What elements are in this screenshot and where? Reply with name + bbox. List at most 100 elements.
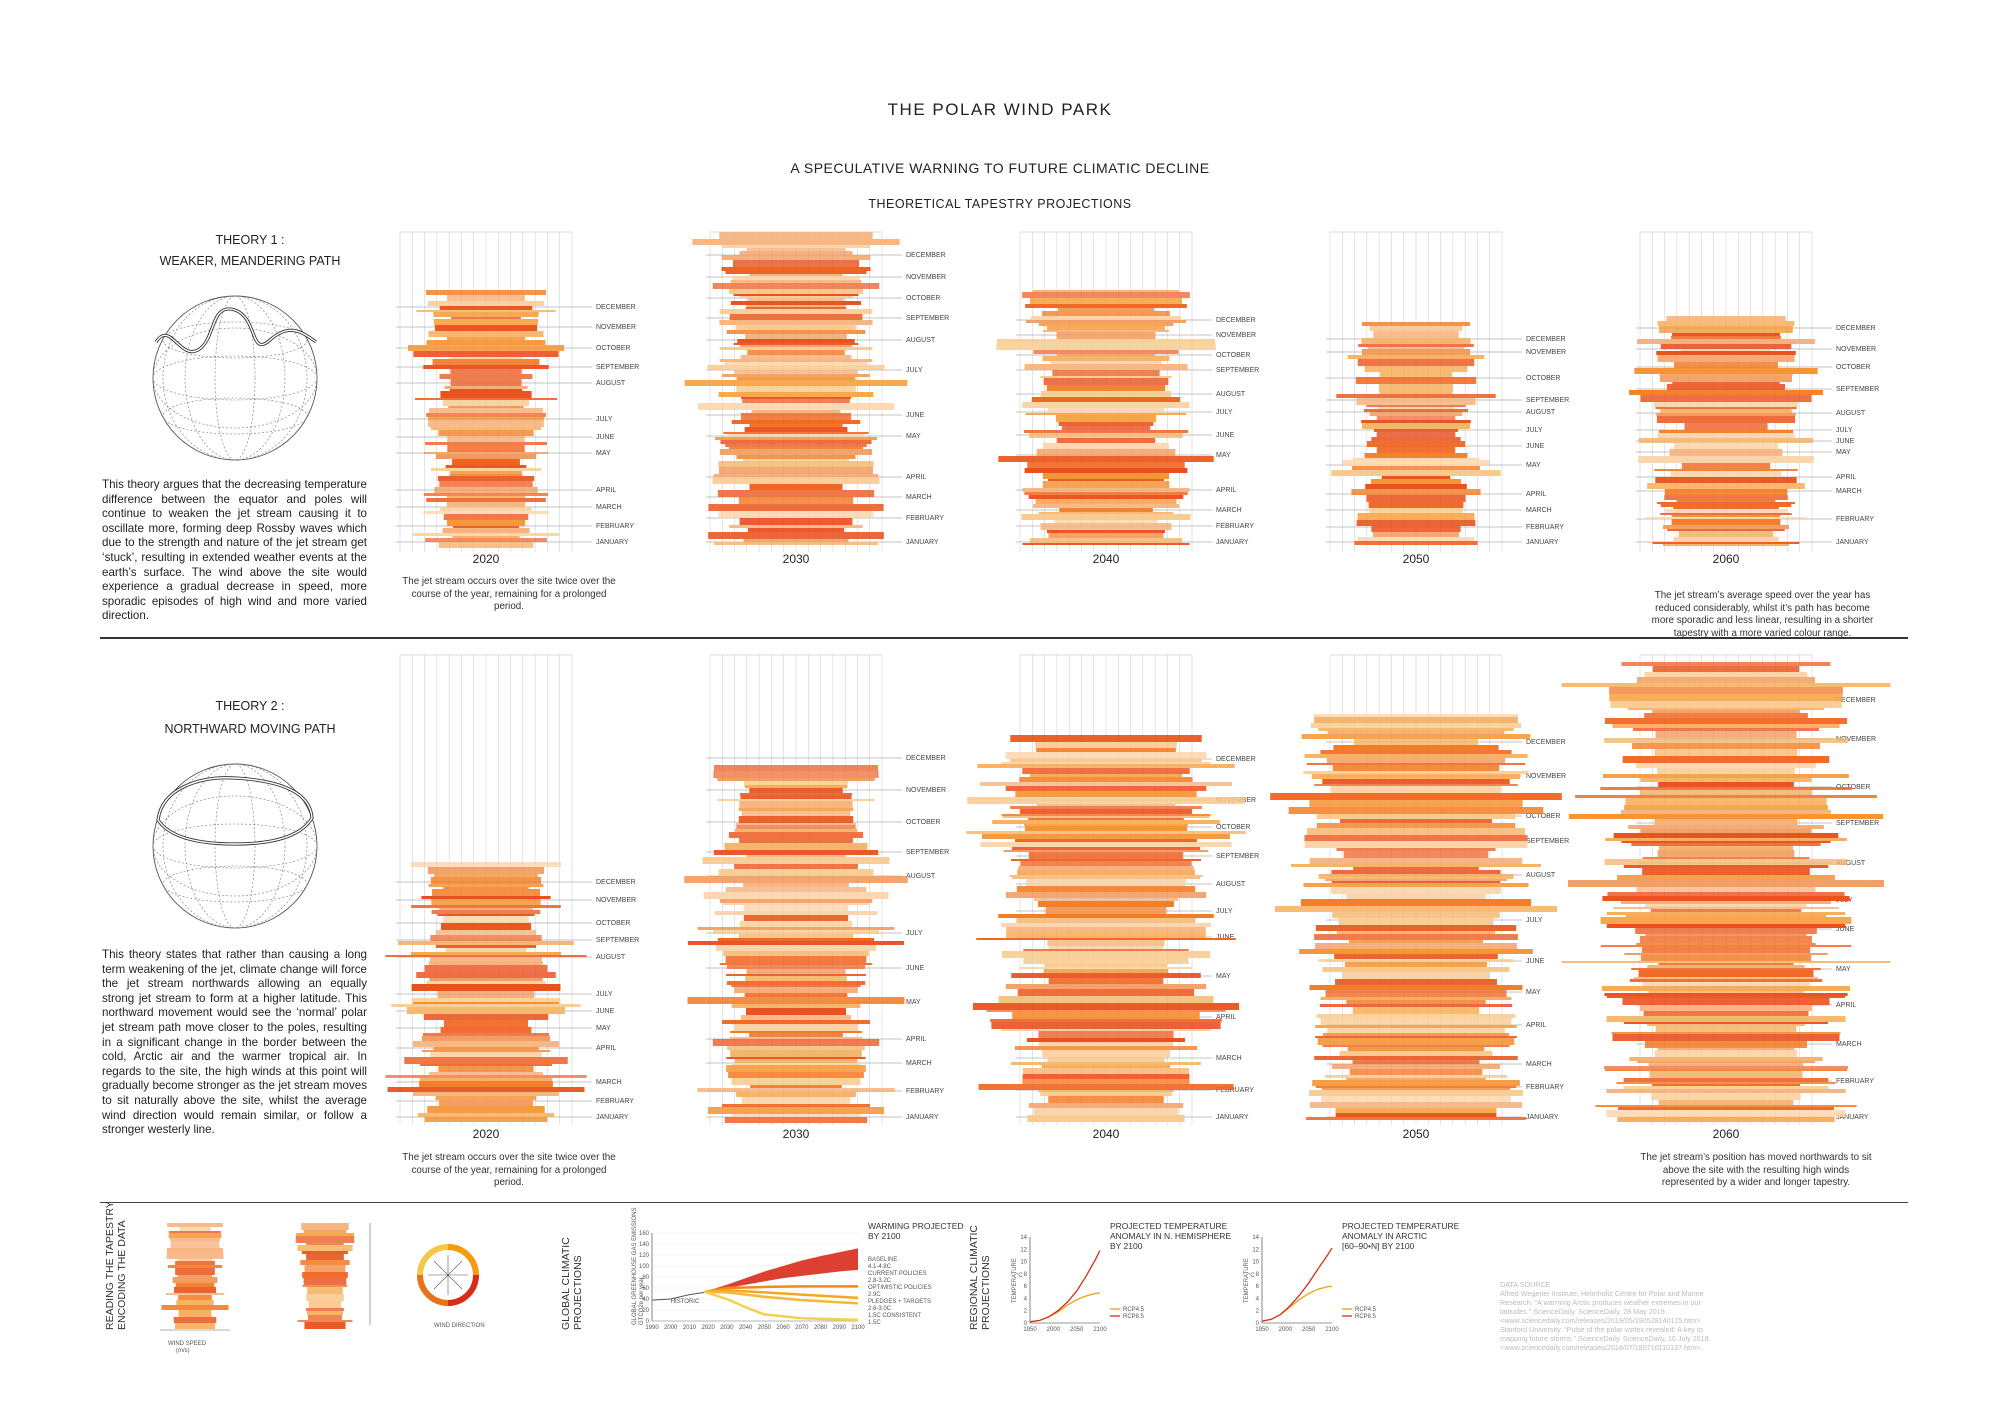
tapestry-band [747,350,845,355]
tapestry-band [411,984,561,991]
month-label: OCTOBER [906,295,941,302]
tapestry-band [1671,519,1781,525]
tapestry-band [427,1106,545,1113]
tapestry-band [722,1020,870,1024]
tapestry-band [1356,398,1476,405]
month-label: AUGUST [1216,881,1246,888]
month-label: JULY [1526,427,1543,434]
warming-title-1: WARMING PROJECTED [868,1221,964,1231]
tapestry-band [739,251,853,255]
tapestry-band [986,1010,1226,1012]
tapestry-panel-2-2040: JANUARY FEBRUARY MARCH APRIL MAY JUNE JULY AUGU… [966,654,1259,1141]
tapestry-band [1324,879,1508,881]
tapestry-band [1043,443,1169,449]
tapestry-band [726,974,866,976]
tapestry-band [1043,378,1169,385]
tapestry-band [992,820,1220,824]
tapestry-band [437,476,535,481]
month-label: DECEMBER [1836,697,1876,704]
tapestry-band [1018,866,1194,870]
tapestry-band [1320,750,1512,754]
tapestry-band [697,927,895,930]
tapestry-band [1343,851,1489,858]
tapestry-band [982,834,1230,839]
month-label: JUNE [1216,934,1235,941]
tapestry-band [1612,1034,1840,1041]
tapestry-band [1633,728,1819,731]
tapestry-band [1361,338,1471,344]
month-label: JUNE [906,965,925,972]
month-label: AUGUST [596,380,626,387]
tapestry-band [1654,819,1798,825]
tapestry-band [1059,508,1153,512]
tapestry-band [1029,433,1183,438]
tapestry-band [726,981,866,985]
tapestry-band [717,799,875,801]
tapestry-band [723,903,869,905]
tapestry-band [684,876,908,883]
month-label: JANUARY [1836,1114,1869,1121]
tapestry-band [1024,826,1188,831]
tapestry-band [1656,413,1796,416]
temp-series-line [1261,1285,1333,1322]
year-label: 2040 [1093,1127,1120,1141]
tapestry-band [1645,904,1807,907]
month-label: JULY [906,930,923,937]
tapestry-band [445,465,527,468]
tapestry-band [419,1078,553,1081]
tapestry-band [719,232,873,239]
month-label: MAY [1526,989,1541,996]
month-label: DECEMBER [1526,739,1566,746]
month-label: DECEMBER [906,755,946,762]
tapestry-band [1326,758,1506,763]
tapestry-panel-2-2030: JANUARY FEBRUARY MARCH APRIL MAY JUNE JULY AUGU… [684,654,949,1141]
emissions-y-tick: 120 [639,1253,650,1259]
tapestry-band [1314,717,1518,723]
temp-x-tick: 2050 [1070,1327,1084,1333]
tapestry-band [1647,965,1805,968]
tapestry-band [1003,850,1209,852]
emissions-x-tick: 2010 [683,1325,697,1331]
tapestry-band [1380,372,1452,377]
tapestry-band [726,1065,866,1072]
tapestry-band [1357,359,1475,366]
tapestry-band [1046,326,1166,330]
tapestry-band [1305,1117,1527,1120]
tapestry-band [1621,901,1831,904]
tapestry-band [161,1305,229,1310]
temp-chart-title: ANOMALY IN N. HEMISPHERE [1110,1231,1231,1241]
month-label: SEPTEMBER [1526,838,1569,845]
emissions-x-tick: 2100 [851,1325,865,1331]
tapestry-band [427,417,545,420]
tapestry-band [1364,366,1468,372]
tapestry-band [1022,1079,1190,1084]
temp-chart-title: PROJECTED TEMPERATURE [1110,1221,1228,1231]
tapestry-band [414,398,558,400]
month-label: FEBRUARY [596,1098,634,1105]
tapestry-band [1568,814,1884,819]
tapestry-band [1655,731,1797,738]
tapestry-band [747,528,845,532]
tapestry-band [432,359,540,365]
tapestry-band [1606,996,1846,998]
tapestry-band [434,487,538,493]
tapestry-band [1643,1011,1809,1016]
tapestry-band [1055,415,1157,422]
tapestry-band [424,1117,548,1122]
emissions-y-tick: 140 [639,1242,650,1248]
tapestry-band [1315,1036,1517,1038]
tapestry-band [1303,883,1529,887]
tapestry-band [732,276,860,280]
month-label: MAY [906,999,921,1006]
tapestry-band [733,343,859,345]
month-label: APRIL [1526,1022,1546,1029]
tapestry-band [719,309,873,314]
tapestry-band [385,955,587,957]
tapestry-band [426,981,546,984]
tapestry-band [966,831,1246,834]
temp-y-tick: 10 [1252,1260,1259,1266]
month-label: DECEMBER [596,879,636,886]
tapestry-band [295,1236,355,1243]
tapestry-band [723,432,869,434]
tapestry-band [1032,290,1180,292]
